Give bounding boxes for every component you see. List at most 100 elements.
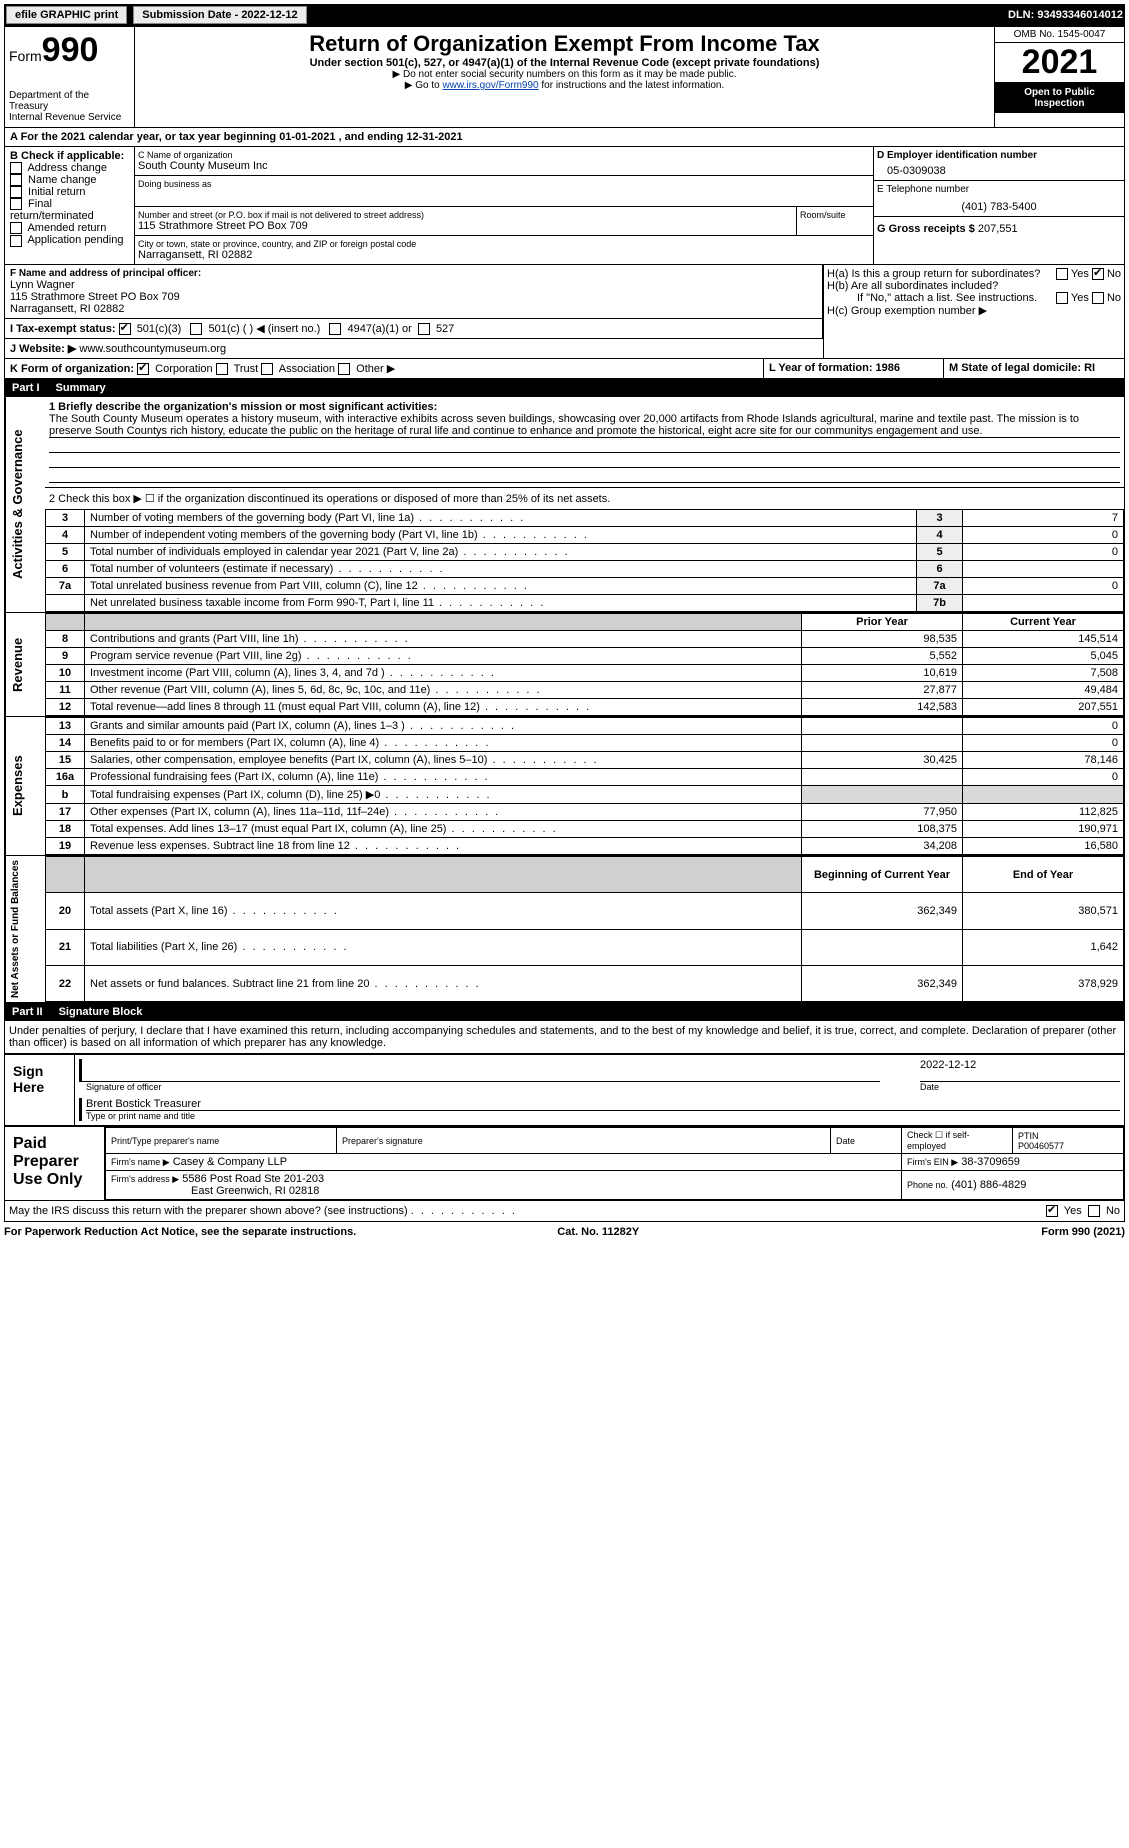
footer-left: For Paperwork Reduction Act Notice, see … — [4, 1226, 356, 1238]
irs-label: Internal Revenue Service — [9, 112, 130, 123]
dept-label: Department of the Treasury — [9, 90, 130, 112]
part2-title: Signature Block — [59, 1006, 143, 1018]
hb-yes[interactable] — [1056, 292, 1068, 304]
sidetab-exp: Expenses — [5, 717, 45, 855]
org-city: Narragansett, RI 02882 — [138, 249, 870, 261]
tax-year: 2021 — [995, 43, 1124, 83]
section-b-option: Name change — [10, 174, 129, 186]
form-subtitle: Under section 501(c), 527, or 4947(a)(1)… — [139, 57, 990, 69]
submission-date-button[interactable]: Submission Date - 2022-12-12 — [133, 6, 306, 24]
section-deg: D Employer identification number 05-0309… — [874, 147, 1124, 264]
section-h: H(a) Is this a group return for subordin… — [824, 265, 1124, 358]
officer-addr2: Narragansett, RI 02882 — [10, 303, 817, 315]
block-exp: Expenses 13Grants and similar amounts pa… — [4, 717, 1125, 856]
table-row: 7aTotal unrelated business revenue from … — [46, 578, 1124, 595]
i-501c: 501(c) ( ) ◀ (insert no.) — [209, 323, 321, 335]
section-klm: K Form of organization: Corporation Trus… — [4, 359, 1125, 379]
checkbox-4947[interactable] — [329, 323, 341, 335]
m-label: M State of legal domicile: RI — [944, 359, 1124, 378]
d-label: D Employer identification number — [877, 150, 1121, 161]
table-exp: 13Grants and similar amounts paid (Part … — [45, 717, 1124, 855]
note2-prefix: ▶ Go to — [405, 80, 443, 91]
discuss-yes[interactable] — [1046, 1205, 1058, 1217]
firm-addr1: 5586 Post Road Ste 201-203 — [182, 1173, 324, 1185]
sidetab-na: Net Assets or Fund Balances — [5, 856, 45, 1002]
i-527: 527 — [436, 323, 454, 335]
g-label: G Gross receipts $ — [877, 223, 975, 235]
ha-no[interactable] — [1092, 268, 1104, 280]
discuss-row: May the IRS discuss this return with the… — [4, 1201, 1125, 1222]
k-corp[interactable] — [137, 363, 149, 375]
sign-here-label: Sign Here — [5, 1055, 75, 1125]
section-b-label: B Check if applicable: — [10, 150, 129, 162]
dln-label: DLN: 93493346014012 — [1008, 9, 1123, 21]
hb-no[interactable] — [1092, 292, 1104, 304]
sign-block: Sign Here 2022-12-12 Signature of office… — [4, 1054, 1125, 1126]
part1-title: Summary — [56, 382, 106, 394]
irs-link[interactable]: www.irs.gov/Form990 — [442, 80, 538, 91]
efile-print-button[interactable]: efile GRAPHIC print — [6, 6, 127, 24]
dba-label: Doing business as — [138, 179, 870, 189]
table-na: Beginning of Current YearEnd of Year20To… — [45, 856, 1124, 1002]
note2-suffix: for instructions and the latest informat… — [539, 80, 725, 91]
section-b-option: Amended return — [10, 222, 129, 234]
table-row: 9Program service revenue (Part VIII, lin… — [46, 648, 1124, 665]
section-b-option: Application pending — [10, 234, 129, 246]
table-ag: 3Number of voting members of the governi… — [45, 509, 1124, 612]
section-b: B Check if applicable: Address change Na… — [5, 147, 135, 264]
sidetab-ag: Activities & Governance — [5, 397, 45, 612]
ptin: P00460577 — [1018, 1141, 1064, 1151]
checkbox-501c[interactable] — [190, 323, 202, 335]
paid-preparer-block: Paid Preparer Use Only Print/Type prepar… — [4, 1126, 1125, 1201]
k-assoc[interactable] — [261, 363, 273, 375]
discuss-no[interactable] — [1088, 1205, 1100, 1217]
type-label: Type or print name and title — [86, 1111, 1120, 1121]
paid-table: Print/Type preparer's name Preparer's si… — [105, 1127, 1124, 1200]
form-number: 990 — [42, 31, 99, 69]
room-label: Room/suite — [797, 207, 873, 235]
firm-phone: (401) 886-4829 — [951, 1179, 1026, 1191]
top-bar: efile GRAPHIC print Submission Date - 20… — [4, 4, 1125, 26]
table-row: 11Other revenue (Part VIII, column (A), … — [46, 682, 1124, 699]
city-label: City or town, state or province, country… — [138, 239, 870, 249]
l-label: L Year of formation: 1986 — [764, 359, 944, 378]
k-other[interactable] — [338, 363, 350, 375]
ein: 05-0309038 — [877, 161, 1121, 177]
section-fh: F Name and address of principal officer:… — [4, 265, 1125, 359]
section-bcde: B Check if applicable: Address change Na… — [4, 147, 1125, 265]
table-row: 12Total revenue—add lines 8 through 11 (… — [46, 699, 1124, 716]
table-row: 21Total liabilities (Part X, line 26)1,6… — [46, 929, 1124, 965]
table-rev: Prior YearCurrent Year8Contributions and… — [45, 613, 1124, 716]
e-label: E Telephone number — [877, 184, 1121, 195]
form-header: Form990 Department of the Treasury Inter… — [4, 26, 1125, 128]
table-row: 6Total number of volunteers (estimate if… — [46, 561, 1124, 578]
table-row: 16aProfessional fundraising fees (Part I… — [46, 769, 1124, 786]
table-row: 15Salaries, other compensation, employee… — [46, 752, 1124, 769]
open-public-label: Open to Public Inspection — [995, 83, 1124, 113]
table-row: Net unrelated business taxable income fr… — [46, 595, 1124, 612]
firm-ein: 38-3709659 — [961, 1156, 1020, 1168]
checkbox-527[interactable] — [418, 323, 430, 335]
block-ag: Activities & Governance 1 Briefly descri… — [4, 397, 1125, 613]
page-footer: For Paperwork Reduction Act Notice, see … — [4, 1222, 1125, 1238]
table-row: bTotal fundraising expenses (Part IX, co… — [46, 786, 1124, 804]
k-trust[interactable] — [216, 363, 228, 375]
table-row: 20Total assets (Part X, line 16)362,3493… — [46, 893, 1124, 929]
date-label: Date — [920, 1082, 1120, 1092]
section-b-option: Initial return — [10, 186, 129, 198]
checkbox-501c3[interactable] — [119, 323, 131, 335]
part2-num: Part II — [12, 1006, 43, 1018]
line1-label: 1 Briefly describe the organization's mi… — [49, 401, 1120, 413]
c-name-label: C Name of organization — [138, 150, 870, 160]
discuss-label: May the IRS discuss this return with the… — [9, 1205, 408, 1217]
f-label: F Name and address of principal officer: — [10, 268, 817, 279]
table-row: 4Number of independent voting members of… — [46, 527, 1124, 544]
ha-yes[interactable] — [1056, 268, 1068, 280]
section-i: I Tax-exempt status: 501(c)(3) 501(c) ( … — [5, 319, 823, 339]
paid-label: Paid Preparer Use Only — [5, 1127, 105, 1200]
firm-addr2: East Greenwich, RI 02818 — [111, 1185, 319, 1197]
i-4947: 4947(a)(1) or — [348, 323, 412, 335]
gross-receipts: 207,551 — [978, 223, 1018, 235]
j-label: J Website: ▶ — [10, 343, 76, 355]
line2: 2 Check this box ▶ ☐ if the organization… — [45, 488, 1124, 509]
